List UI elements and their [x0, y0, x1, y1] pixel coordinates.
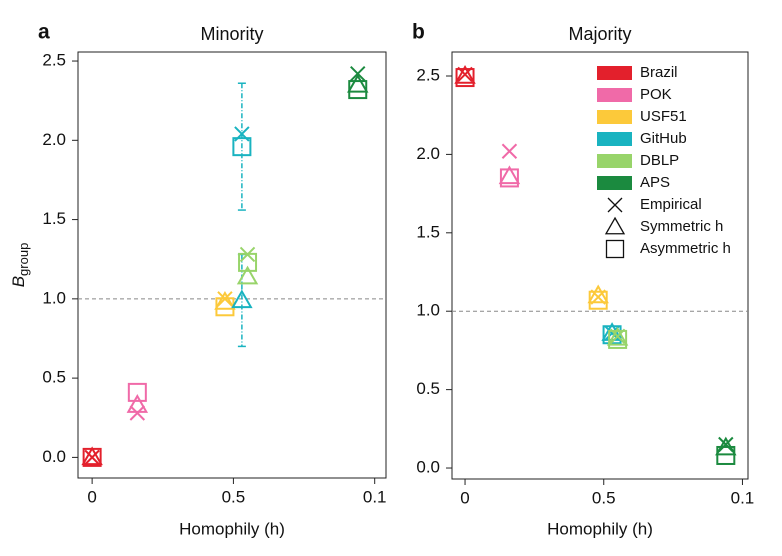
legend-label: Empirical	[640, 196, 702, 213]
marker-x	[84, 449, 100, 466]
marker-square	[716, 445, 736, 465]
marker-square	[232, 137, 252, 157]
y-tick-label: 2.0	[42, 130, 66, 149]
legend-marker	[604, 216, 626, 235]
marker-triangle	[587, 284, 609, 304]
marker-square	[499, 168, 519, 188]
panel-title: Minority	[200, 24, 263, 44]
marker-triangle	[347, 73, 369, 93]
legend-label: Asymmetric h	[640, 240, 731, 257]
x-axis-label: Homophily (h)	[179, 519, 285, 538]
marker-x	[718, 436, 734, 453]
legend-swatch	[597, 132, 632, 146]
marker-x	[239, 246, 256, 263]
x-tick-label: 0	[460, 488, 469, 507]
marker-x	[501, 143, 518, 159]
y-axis-label: Bgroup	[9, 243, 31, 288]
marker-triangle	[214, 291, 236, 310]
marker-triangle	[236, 265, 259, 285]
legend-label: APS	[640, 174, 670, 191]
panel-title: Majority	[568, 24, 631, 44]
y-tick-label: 0.0	[42, 447, 66, 466]
legend-swatch	[597, 110, 632, 124]
x-tick-label: 0.1	[363, 487, 387, 506]
y-label-main: B	[9, 276, 28, 287]
error-bar	[237, 82, 246, 211]
marker-square	[588, 290, 608, 310]
marker-square	[348, 80, 368, 100]
marker-triangle	[81, 446, 103, 466]
legend-label: USF51	[640, 108, 687, 125]
legend-label: Symmetric h	[640, 218, 723, 235]
marker-triangle	[715, 436, 737, 456]
y-tick-label: 0.0	[416, 458, 440, 477]
y-tick-label: 2.5	[42, 51, 66, 70]
y-tick-label: 0.5	[42, 368, 66, 387]
legend-label: Brazil	[640, 64, 678, 81]
y-tick-label: 2.0	[416, 144, 440, 163]
legend-marker	[605, 239, 625, 259]
x-axis-label: Homophily (h)	[547, 519, 653, 538]
marker-triangle	[454, 64, 476, 84]
legend-swatch	[597, 176, 632, 190]
marker-square	[127, 382, 147, 402]
marker-x	[350, 66, 366, 82]
legend-swatch	[597, 154, 632, 168]
marker-square	[455, 68, 475, 88]
y-tick-label: 1.5	[42, 209, 66, 228]
y-tick-label: 1.0	[42, 288, 66, 307]
x-tick-label: 0.5	[222, 487, 246, 506]
panel-letter: a	[38, 21, 50, 44]
legend-label: GitHub	[640, 130, 687, 147]
marker-x	[129, 405, 146, 421]
marker-square	[215, 297, 235, 317]
y-tick-label: 1.0	[416, 301, 440, 320]
marker-x	[234, 126, 250, 142]
x-tick-label: 0.1	[731, 488, 755, 507]
marker-x	[217, 291, 233, 307]
marker-triangle	[498, 165, 521, 185]
legend-swatch	[597, 66, 632, 80]
panel-letter: b	[412, 21, 425, 44]
plot-frame	[77, 51, 387, 479]
marker-triangle	[606, 326, 629, 346]
y-tick-label: 2.5	[416, 65, 440, 84]
marker-x	[457, 66, 473, 83]
y-tick-label: 1.5	[416, 222, 440, 241]
marker-x	[590, 289, 606, 305]
legend-label: DBLP	[640, 152, 679, 169]
plot-frame	[451, 51, 749, 480]
y-label-sub: group	[16, 243, 31, 276]
y-tick-label: 0.5	[416, 379, 440, 398]
x-tick-label: 0.5	[592, 488, 616, 507]
x-tick-label: 0	[87, 487, 96, 506]
marker-triangle	[231, 289, 253, 309]
marker-square	[608, 329, 628, 349]
marker-triangle	[126, 394, 149, 413]
legend-label: POK	[640, 86, 672, 103]
marker-x	[609, 328, 626, 345]
legend-swatch	[597, 88, 632, 102]
legend-marker	[607, 197, 623, 213]
